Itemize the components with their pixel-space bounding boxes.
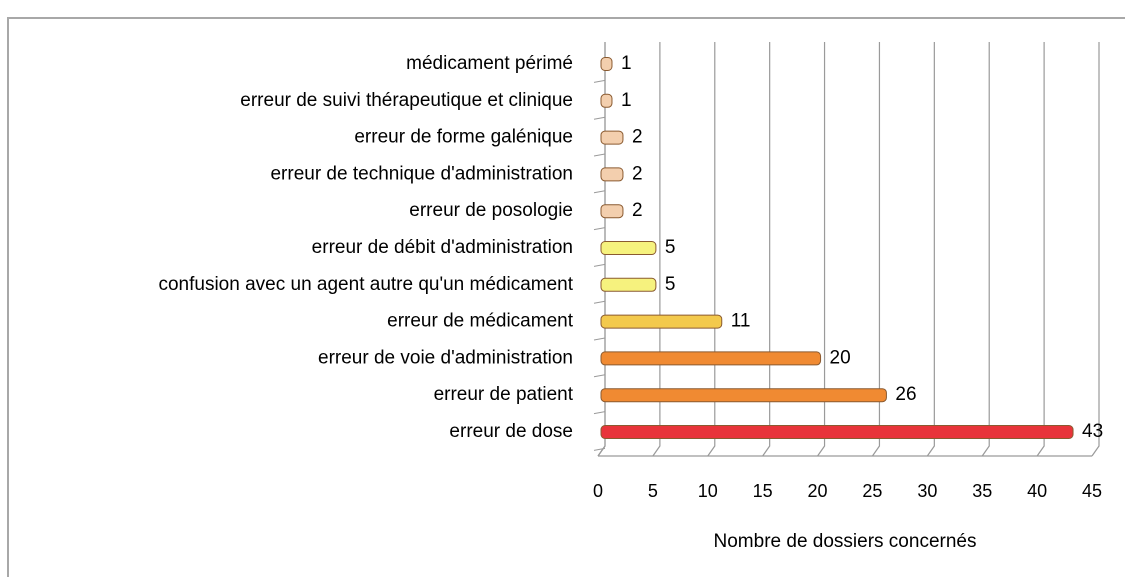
- y-tick-label: erreur de voie d'administration: [318, 347, 573, 368]
- bar: [600, 204, 624, 219]
- bar: [600, 167, 624, 182]
- y-tick-label: erreur de dose: [449, 421, 573, 442]
- grid-line: [871, 42, 881, 457]
- bar: [600, 241, 657, 255]
- x-tick-label: 0: [593, 481, 603, 501]
- bar: [600, 277, 657, 292]
- x-tick-label: 45: [1082, 481, 1102, 501]
- data-label: 5: [665, 274, 676, 295]
- bar: [600, 130, 624, 145]
- data-label: 20: [830, 347, 851, 368]
- grid-line: [817, 42, 826, 457]
- y-tick-label: erreur de débit d'administration: [312, 237, 573, 258]
- data-label: 1: [621, 90, 632, 111]
- grid-line: [1036, 42, 1045, 457]
- y-tick-label: erreur de patient: [434, 384, 574, 405]
- data-label: 26: [895, 384, 916, 405]
- bar: [600, 425, 1074, 439]
- y-tick: [593, 337, 606, 341]
- y-tick-label: confusion avec un agent autre qu'un médi…: [158, 274, 573, 295]
- grid-line: [981, 42, 990, 457]
- x-tick-label: 10: [698, 481, 718, 501]
- data-label: 1: [621, 53, 632, 74]
- data-label: 2: [632, 200, 643, 221]
- frame: [7, 17, 1125, 577]
- x-tick-label: 30: [917, 481, 937, 501]
- data-label: 43: [1082, 421, 1103, 442]
- x-tick-label: 35: [972, 481, 992, 501]
- y-tick: [593, 447, 606, 451]
- y-tick: [593, 300, 606, 304]
- grid-line: [707, 42, 716, 457]
- data-label: 11: [731, 311, 751, 332]
- y-tick-label: erreur de suivi thérapeutique et cliniqu…: [240, 90, 573, 111]
- y-tick: [593, 263, 606, 267]
- y-tick: [593, 374, 606, 378]
- grid-line: [762, 42, 771, 457]
- x-tick-label: 5: [648, 481, 658, 501]
- y-tick: [593, 190, 606, 194]
- y-tick: [593, 153, 606, 157]
- y-tick-label: médicament périmé: [406, 53, 573, 74]
- y-tick-label: erreur de médicament: [387, 311, 574, 332]
- data-label: 2: [632, 127, 643, 148]
- grid-line: [652, 42, 661, 457]
- x-tick-label: 20: [808, 481, 828, 501]
- y-tick-label: erreur de posologie: [409, 200, 573, 221]
- grid-line: [926, 42, 935, 457]
- y-tick: [593, 227, 606, 231]
- bar: [600, 388, 887, 403]
- x-axis-title: Nombre de dossiers concernés: [714, 531, 977, 552]
- x-tick-label: 25: [862, 481, 882, 501]
- y-tick: [593, 79, 606, 83]
- data-label: 5: [665, 237, 676, 258]
- y-tick: [593, 411, 606, 415]
- y-tick: [593, 116, 606, 120]
- data-label: 2: [632, 163, 643, 184]
- grid-line: [1091, 42, 1100, 457]
- bar: [600, 314, 723, 329]
- bar: [600, 57, 613, 71]
- x-tick-label: 15: [753, 481, 773, 501]
- bar: [600, 351, 822, 366]
- bar: [600, 93, 613, 108]
- x-tick-label: 40: [1027, 481, 1047, 501]
- y-tick-label: erreur de forme galénique: [354, 127, 573, 148]
- y-tick-label: erreur de technique d'administration: [270, 163, 573, 184]
